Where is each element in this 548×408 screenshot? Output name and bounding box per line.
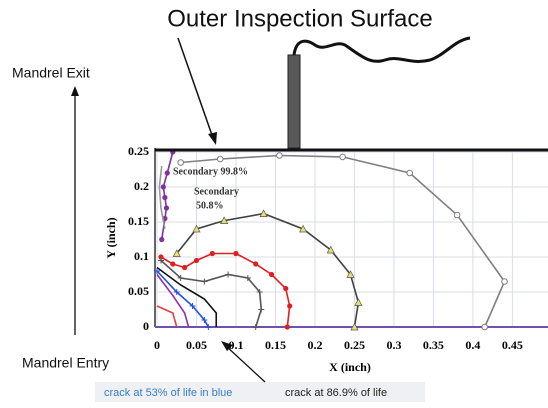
marker [233, 250, 239, 257]
arrow [177, 37, 214, 139]
marker [182, 264, 188, 271]
series-line [156, 305, 178, 328]
caption-bar [95, 382, 425, 402]
marker [256, 289, 263, 295]
x-tick-label: 0 [154, 338, 160, 352]
series-line [160, 252, 291, 328]
marker [501, 278, 508, 285]
series-line [160, 259, 263, 328]
annotation: Mandrel Entry [22, 355, 109, 371]
marker [339, 153, 346, 161]
annotation: crack at 86.9% of life [285, 387, 387, 399]
marker [244, 275, 251, 281]
marker [163, 205, 170, 211]
marker [276, 152, 283, 159]
marker [268, 271, 275, 278]
marker [201, 278, 208, 285]
x-tick-label: 0.15 [265, 338, 286, 352]
marker [259, 209, 268, 217]
marker [406, 169, 414, 177]
annotation: Secondary 99.8% [173, 166, 248, 177]
marker [162, 194, 168, 201]
probe-cable [292, 36, 471, 63]
x-tick-label: 0.3 [386, 338, 401, 352]
marker [159, 236, 165, 243]
marker [350, 322, 359, 331]
marker [287, 303, 293, 309]
chart-title: Outer Inspection Surface [167, 5, 432, 32]
marker [157, 257, 164, 264]
x-tick-label: 0.4 [465, 338, 480, 352]
annotation: Secondary [194, 186, 239, 197]
marker [220, 216, 229, 224]
x-tick-label: 0.35 [423, 338, 444, 352]
marker [326, 245, 335, 254]
marker [201, 317, 208, 323]
arrowhead [221, 341, 233, 351]
y-tick-label: 0.1 [134, 249, 149, 263]
y-tick-label: 0 [143, 319, 149, 333]
arrow [225, 345, 266, 383]
probe [287, 54, 301, 149]
y-tick-label: 0.25 [128, 144, 149, 158]
marker [172, 249, 181, 257]
marker [177, 159, 184, 166]
series-line [156, 266, 218, 327]
arrowhead [71, 86, 79, 96]
annotation: 50.8% [196, 200, 224, 211]
x-tick-label: 0.45 [502, 338, 523, 352]
annotation: Mandrel Exit [12, 65, 90, 81]
marker [252, 324, 259, 330]
series-line [156, 274, 190, 328]
plot: 0 0.05 0.1 0.15 0.2 0.25 0 0.05 0.1 0.15 0.2 0.25 0.… [104, 144, 548, 374]
series-line [156, 270, 210, 328]
marker [205, 324, 212, 330]
x-tick-label: 0.2 [307, 338, 322, 352]
marker [209, 250, 215, 257]
x-tick-label: 0.1 [228, 338, 243, 352]
marker [299, 224, 308, 233]
marker [158, 254, 164, 260]
series-line [180, 154, 506, 328]
y-tick-label: 0.15 [128, 214, 149, 228]
marker [453, 211, 461, 219]
marker [160, 184, 166, 190]
arrowhead [208, 132, 217, 145]
marker [354, 298, 363, 306]
marker [283, 285, 289, 292]
x-tick-label: 0.25 [344, 338, 365, 352]
marker [189, 303, 196, 309]
marker [216, 155, 224, 163]
marker [154, 268, 160, 274]
marker [481, 323, 489, 331]
x-tick-label: 0.05 [186, 338, 207, 352]
y-axis-label: Y (inch) [104, 217, 118, 258]
marker [258, 306, 265, 313]
marker [173, 289, 180, 295]
x-axis-label: X (inch) [329, 360, 371, 374]
marker [170, 261, 176, 267]
marker [192, 224, 201, 233]
marker [177, 275, 184, 281]
y-tick-label: 0.2 [134, 179, 149, 193]
annotation: crack at 53% of life in blue [104, 387, 232, 399]
marker [253, 261, 259, 267]
marker [164, 170, 170, 176]
marker [284, 324, 290, 330]
series-line [176, 212, 360, 328]
marker [193, 257, 200, 264]
marker [225, 271, 232, 278]
y-tick-label: 0.05 [128, 284, 149, 298]
marker [346, 270, 355, 278]
series-line [158, 165, 166, 230]
